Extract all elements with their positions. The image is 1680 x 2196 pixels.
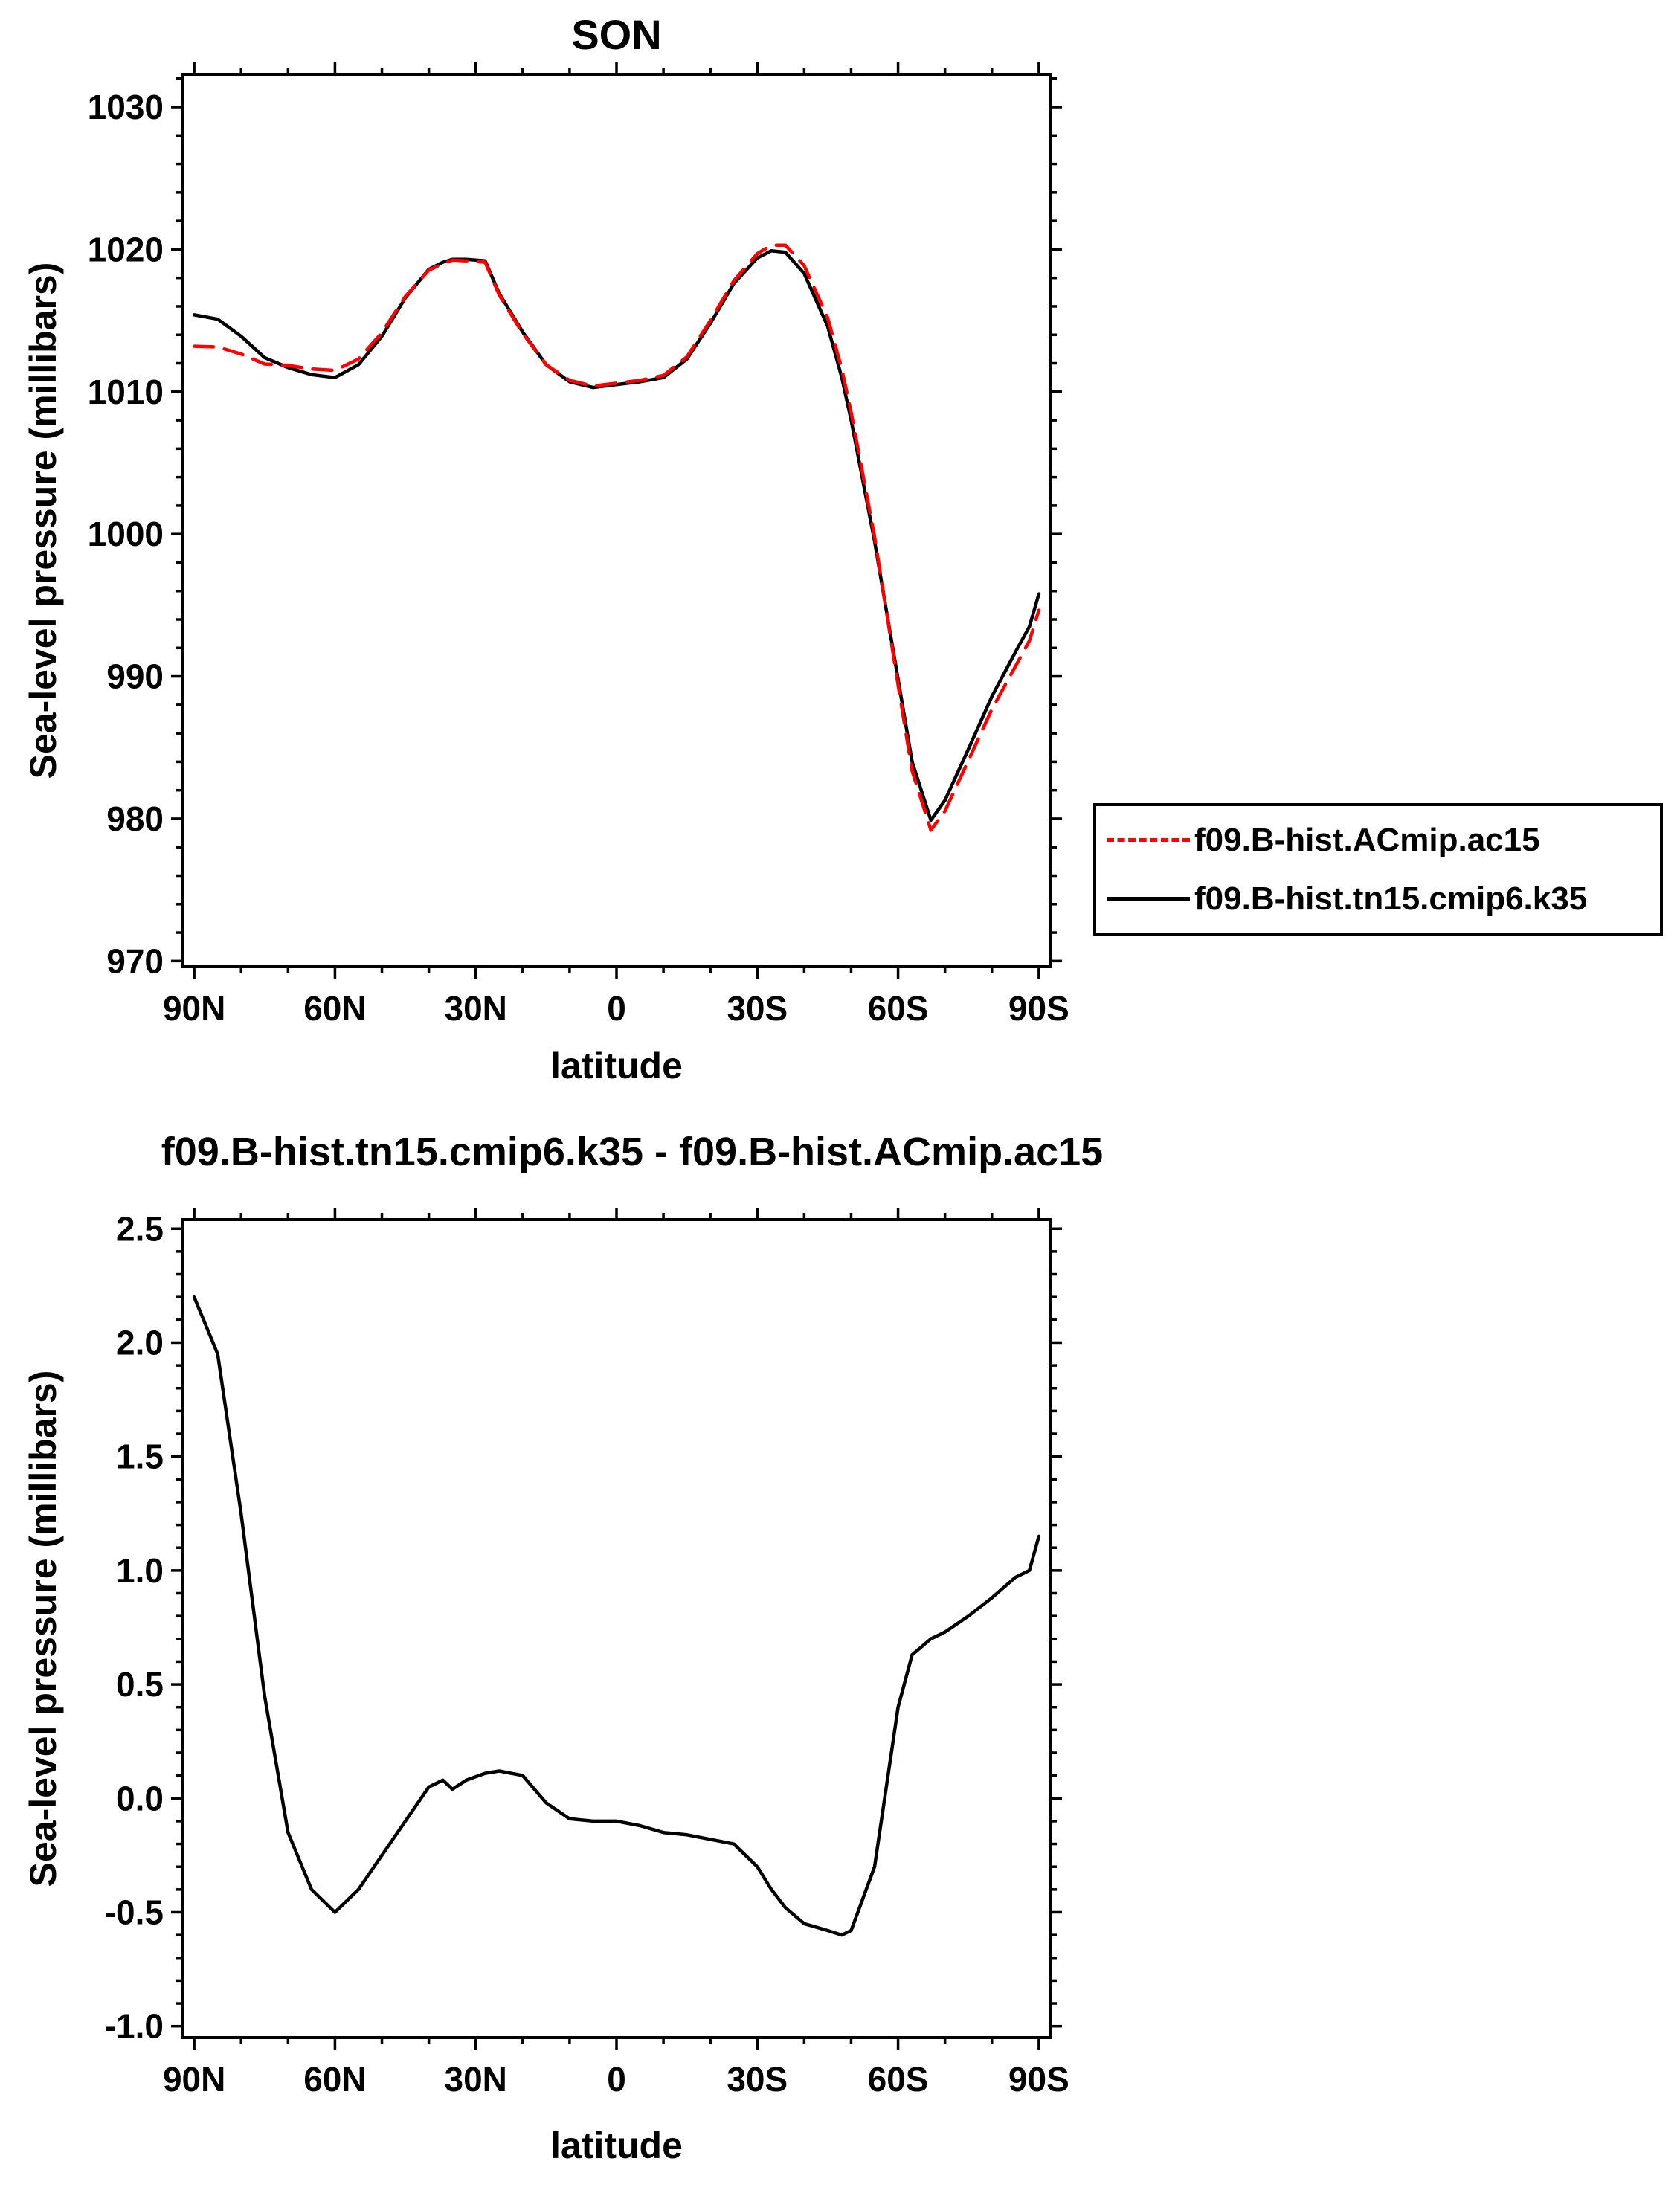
- svg-text:990: 990: [106, 657, 164, 696]
- legend-label: f09.B-hist.ACmip.ac15: [1194, 821, 1540, 858]
- svg-text:90S: 90S: [1008, 989, 1069, 1028]
- svg-text:980: 980: [106, 799, 164, 838]
- svg-text:60S: 60S: [868, 2060, 929, 2099]
- svg-text:0: 0: [607, 2060, 626, 2099]
- plot-frame: [181, 73, 1052, 968]
- svg-text:30N: 30N: [445, 2060, 507, 2099]
- svg-text:1020: 1020: [88, 230, 164, 268]
- difference-chart-xlabel: latitude: [550, 2125, 683, 2166]
- difference-chart-title: f09.B-hist.tn15.cmip6.k35 - f09.B-hist.A…: [161, 1130, 1104, 1174]
- svg-text:2.5: 2.5: [116, 1209, 164, 1248]
- svg-text:1010: 1010: [88, 373, 164, 411]
- series-line: [192, 243, 1041, 832]
- svg-text:30S: 30S: [727, 2060, 788, 2099]
- legend-entry-acmip: f09.B-hist.ACmip.ac15: [1107, 822, 1660, 859]
- svg-text:-0.5: -0.5: [105, 1893, 164, 1931]
- svg-text:0: 0: [607, 989, 626, 1028]
- svg-text:60N: 60N: [303, 2060, 366, 2099]
- legend: f09.B-hist.ACmip.ac15 f09.B-hist.tn15.cm…: [1093, 803, 1663, 936]
- svg-text:90N: 90N: [163, 989, 225, 1028]
- series-line: [192, 249, 1041, 822]
- svg-text:1000: 1000: [88, 515, 164, 553]
- tick-labels: 90N 60N 30N 0 30S 60S 90S -1.0 -0.5 0.0 0.5 1.0 1.5 2…: [105, 1209, 1069, 2099]
- plot-frame: [181, 1218, 1052, 2039]
- data-series: [192, 243, 1041, 832]
- legend-label: f09.B-hist.tn15.cmip6.k35: [1194, 880, 1588, 917]
- svg-text:90N: 90N: [163, 2060, 225, 2099]
- top-chart-plot: 90N 60N 30N 0 30S 60S 90S 970 980 990 1000 1010 1020…: [88, 62, 1069, 1028]
- svg-text:60N: 60N: [303, 989, 366, 1028]
- svg-text:2.0: 2.0: [116, 1323, 164, 1362]
- legend-entry-tn15: f09.B-hist.tn15.cmip6.k35: [1107, 880, 1660, 918]
- top-chart-title: SON: [571, 11, 662, 58]
- svg-text:-1.0: -1.0: [105, 2007, 164, 2046]
- svg-text:60S: 60S: [868, 989, 929, 1028]
- svg-text:970: 970: [106, 941, 164, 980]
- red-dashed-line-sample-icon: [1107, 838, 1190, 842]
- top-chart-xlabel: latitude: [550, 1045, 683, 1086]
- svg-text:1.5: 1.5: [116, 1437, 164, 1476]
- svg-text:1030: 1030: [88, 88, 164, 126]
- svg-text:30S: 30S: [727, 989, 788, 1028]
- data-series: [192, 1295, 1041, 1937]
- tick-labels: 90N 60N 30N 0 30S 60S 90S 970 980 990 1000 1010 1020…: [88, 88, 1069, 1028]
- axis-ticks: [171, 1208, 1062, 2050]
- top-chart-ylabel: Sea-level pressure (millibars): [22, 262, 64, 779]
- black-solid-line-sample-icon: [1107, 897, 1190, 901]
- difference-chart-ylabel: Sea-level pressure (millibars): [22, 1370, 64, 1887]
- svg-text:0.5: 0.5: [116, 1665, 164, 1704]
- svg-text:90S: 90S: [1008, 2060, 1069, 2099]
- difference-chart-plot: 90N 60N 30N 0 30S 60S 90S -1.0 -0.5 0.0 0.5 1.0 1.5 2…: [105, 1208, 1069, 2099]
- axis-ticks: [171, 62, 1062, 979]
- svg-text:30N: 30N: [445, 989, 507, 1028]
- svg-text:0.0: 0.0: [116, 1779, 164, 1817]
- series-line: [192, 1295, 1041, 1937]
- svg-text:1.0: 1.0: [116, 1551, 164, 1590]
